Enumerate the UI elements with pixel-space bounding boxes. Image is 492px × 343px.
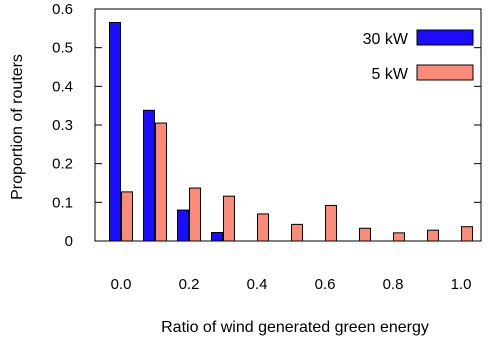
bar-5kw	[427, 229, 439, 242]
axes	[94, 8, 482, 242]
bar-5kw	[325, 204, 337, 242]
x-tick-label: 0.4	[247, 276, 268, 293]
bar-5kw	[393, 232, 405, 242]
bar-5kw	[257, 213, 269, 242]
x-tick-label: 0.0	[111, 276, 132, 293]
y-axis-label: Proportion of routers	[9, 54, 26, 200]
y-tick-label: 0.5	[52, 40, 73, 57]
legend-swatch	[416, 29, 474, 46]
y-tick-label: 0.6	[52, 1, 73, 18]
legend-label: 30 kW	[363, 31, 409, 48]
y-tick-label: 0.1	[52, 194, 73, 211]
x-axis-label: Ratio of wind generated green energy	[161, 319, 429, 336]
bar-5kw	[189, 187, 201, 242]
bar-30kw	[109, 22, 121, 242]
y-tick-label: 0.3	[52, 117, 73, 134]
legend-label: 5 kW	[372, 66, 409, 83]
x-tick-label: 1.0	[451, 276, 472, 293]
y-tick-label: 0.4	[52, 78, 73, 95]
legend: 30 kW 5 kW	[363, 29, 474, 83]
bar-5kw	[223, 195, 235, 242]
y-tick-label: 0	[65, 233, 73, 250]
x-tick-label: 0.2	[179, 276, 200, 293]
bar-30kw	[143, 109, 155, 242]
bar-5kw	[155, 122, 167, 242]
legend-swatch	[416, 64, 474, 81]
bar-5kw	[121, 191, 133, 242]
y-tick-label: 0.2	[52, 156, 73, 173]
bar-30kw	[211, 231, 223, 242]
bars	[109, 22, 473, 242]
x-tick-label: 0.8	[383, 276, 404, 293]
bar-30kw	[177, 209, 189, 242]
bar-5kw	[461, 226, 473, 242]
x-tick-label: 0.6	[315, 276, 336, 293]
y-tick-labels: 0 0.1 0.2 0.3 0.4 0.5 0.6	[52, 1, 73, 250]
bar-5kw	[359, 227, 371, 242]
bar-5kw	[291, 223, 303, 242]
x-tick-labels: 0.0 0.2 0.4 0.6 0.8 1.0	[111, 276, 472, 293]
